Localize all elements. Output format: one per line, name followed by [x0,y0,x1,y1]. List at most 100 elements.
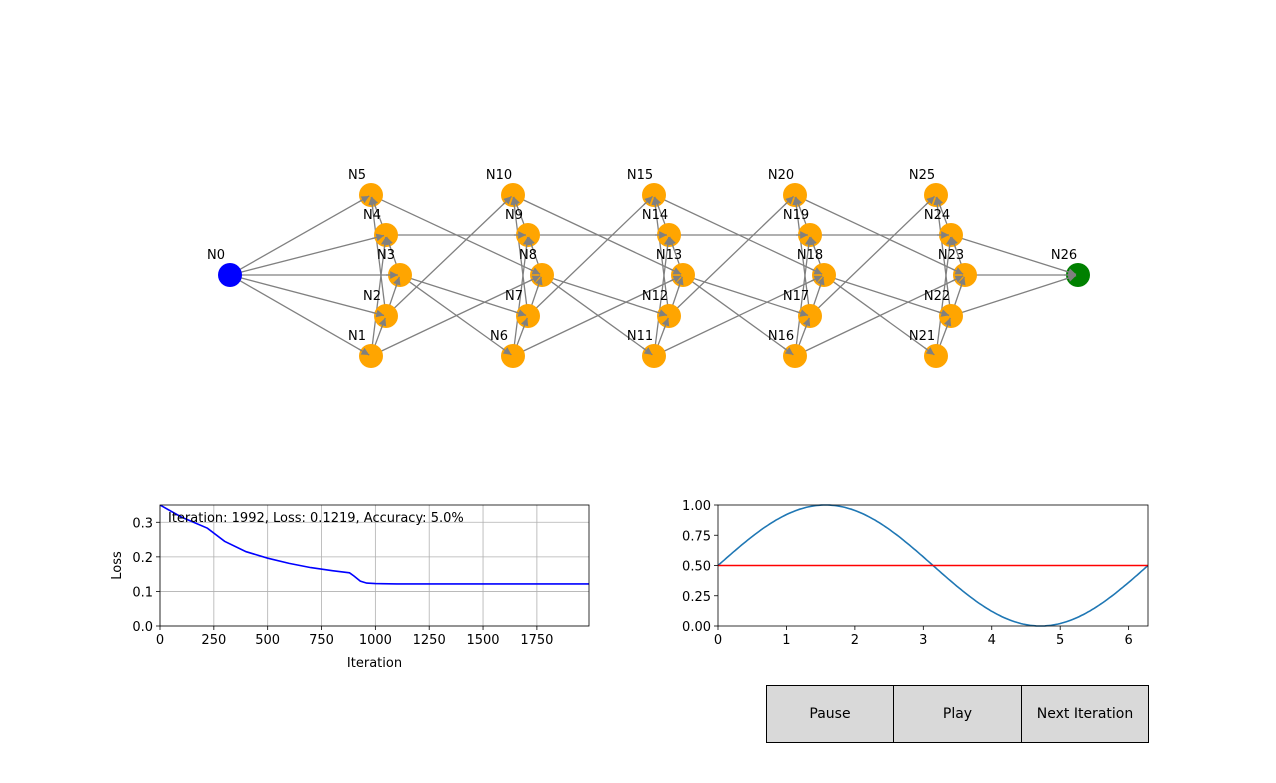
network-edge [796,195,964,275]
node-label: N20 [768,168,794,183]
network-edge [933,196,952,315]
network-node [359,183,383,207]
network-edge-tip [663,236,672,249]
network-edge [935,236,954,355]
network-edge [370,236,389,355]
x-tick-label: 1250 [413,633,446,648]
network-edge [372,195,541,275]
network-node [530,263,554,287]
network-edge [231,233,385,276]
network-edge-tip [924,347,935,356]
network-edge-tip [368,196,377,209]
network-edge-tip [661,317,670,330]
network-node [953,263,977,287]
node-label: N11 [627,329,653,344]
network-edge [794,236,813,355]
network-edge [952,234,1077,276]
node-label: N10 [486,168,512,183]
network-node [924,344,948,368]
node-label: N6 [490,329,508,344]
x-tick-label: 250 [201,633,226,648]
network-node [783,344,807,368]
node-label: N24 [924,208,950,223]
sine-chart: 0 1 2 3 4 5 6 0.00 0.25 0.50 0.75 1.00 [682,499,1149,648]
node-label: N22 [924,289,950,304]
network-edge [669,195,795,316]
network-edges [231,195,1077,356]
network-node [359,344,383,368]
network-edge [684,275,794,356]
network-edge-tip [642,347,653,356]
node-label: N17 [783,289,809,304]
x-tick-label: 1000 [359,633,392,648]
network-edge-tip [952,275,964,283]
x-tick-label: 1500 [466,633,499,648]
network-edge [528,195,654,316]
node-label: N26 [1051,248,1077,263]
y-tick-label: 0.3 [132,516,153,531]
node-label: N25 [909,168,935,183]
node-label: N12 [642,289,668,304]
network-edge [543,274,668,317]
node-label: N8 [519,248,537,263]
x-tick-label: 5 [1056,633,1064,648]
next-iteration-button[interactable]: Next Iteration [1021,685,1149,743]
network-edge [510,196,529,315]
x-tick-label: 500 [255,633,280,648]
network-edge [792,196,811,315]
x-tick-label: 0 [714,633,722,648]
network-edge-tip [676,276,684,289]
network-node [374,304,398,328]
network-edge-tip [811,275,823,283]
network-node [642,344,666,368]
y-tick-label: 1.00 [682,499,711,514]
node-label: N1 [348,329,366,344]
x-tick-label: 2 [851,633,859,648]
network-arrowheads [358,195,1077,356]
x-tick-label: 750 [309,633,334,648]
x-tick-label: 0 [156,633,164,648]
node-label: N5 [348,168,366,183]
network-node [939,304,963,328]
node-label: N4 [363,208,381,223]
network-edge-tip [792,196,801,209]
network-edge-tip [520,317,529,330]
network-edge [543,275,653,356]
y-tick-label: 0.50 [682,560,711,575]
pause-button[interactable]: Pause [766,685,894,743]
network-edge-tip [372,309,385,318]
loss-annotation: Iteration: 1992, Loss: 0.1219, Accuracy:… [168,511,464,526]
network-edge-tip [783,347,794,356]
loss-x-label: Iteration [347,656,402,671]
network-edge-tip [514,309,527,317]
y-tick-label: 0.00 [682,620,711,635]
node-label: N18 [797,248,823,263]
network-edge-tip [522,236,531,249]
network-node [657,304,681,328]
network-node [812,263,836,287]
node-label: N7 [505,289,523,304]
network-edge-tip [380,236,389,249]
node-label: N9 [505,208,523,223]
x-tick-label: 1 [782,633,790,648]
network-edge-tip [535,276,543,289]
network-edge-tip [952,267,964,275]
network-edge-tip [1064,274,1077,282]
network-edge [651,196,670,315]
network-node [516,304,540,328]
x-tick-label: 1750 [520,633,553,648]
network-edge-tip [802,317,811,330]
network-edge [684,274,809,317]
network-edge [368,196,387,315]
network-edge [655,195,823,275]
network-graph: N0 N1 N2 N3 N4 N5 N6 N7 N8 N9 N10 N11 N12 N13 N14 N15 N1… [207,168,1090,368]
loss-chart: 0 250 500 750 1000 1250 1500 1750 0.0 0.1 0.2 0.3 It… [110,504,590,671]
network-edge [810,195,936,316]
node-label: N19 [783,208,809,223]
y-tick-label: 0.0 [132,620,153,635]
node-label: N16 [768,329,794,344]
network-edge-tip [817,276,825,289]
play-button[interactable]: Play [893,685,1022,743]
node-label: N3 [377,248,395,263]
